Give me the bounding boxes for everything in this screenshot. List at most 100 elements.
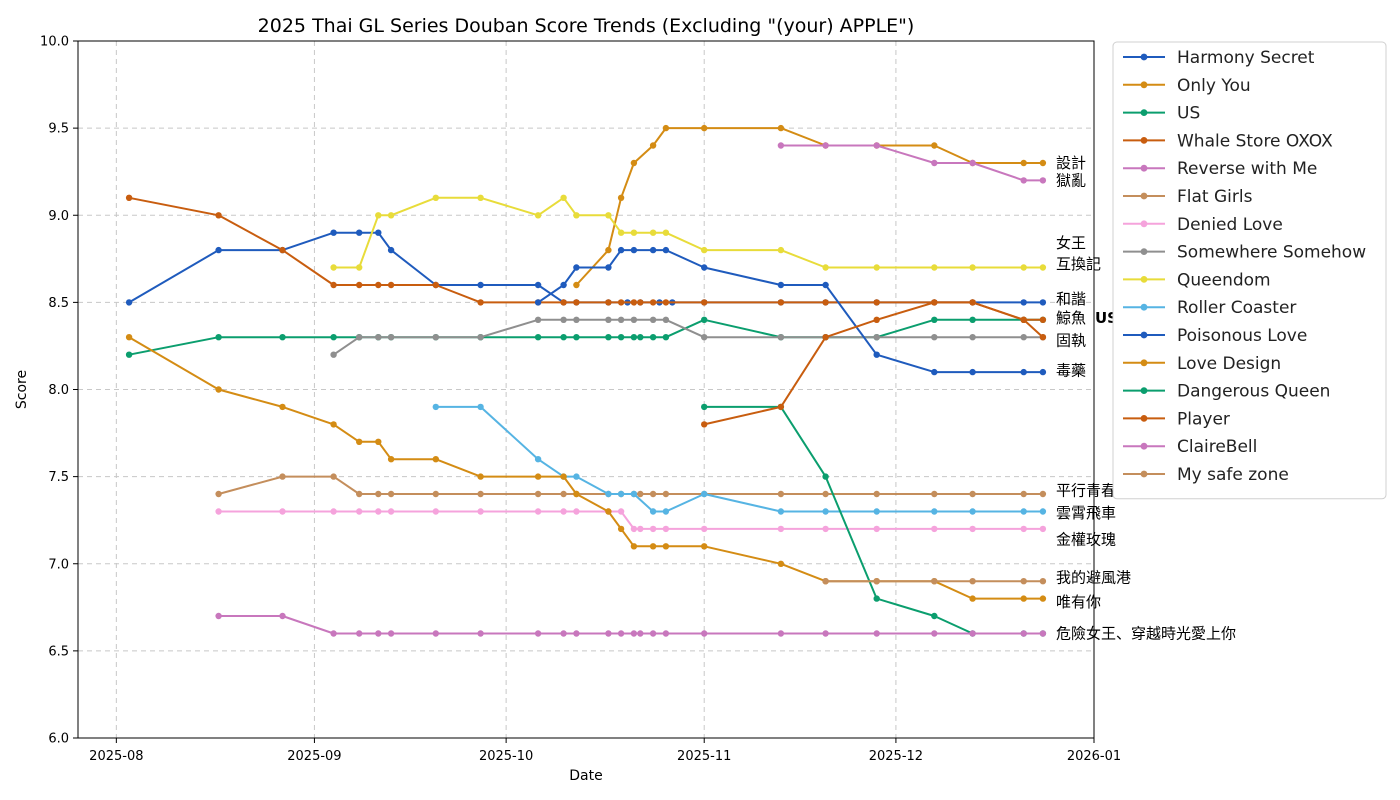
data-point [649,316,657,323]
end-label: 金權玫瑰 [1056,530,1116,548]
data-point [822,490,829,498]
data-point [630,159,638,167]
data-point [560,334,567,341]
data-point [1039,159,1047,167]
data-point [279,246,286,254]
data-point [432,281,439,289]
data-point [1020,264,1027,271]
data-point [605,212,612,219]
legend-item: Somewhere Somehow [1123,243,1366,263]
data-point [637,299,644,306]
end-label: 設計 [1056,154,1086,172]
legend-marker [1140,81,1148,89]
data-point [701,630,708,637]
data-point [375,438,382,445]
data-point [477,630,484,637]
data-point [375,630,382,637]
data-point [573,630,580,637]
legend-item: Denied Love [1123,215,1283,235]
data-point [1020,508,1027,515]
data-point [1039,299,1047,306]
data-point [356,281,363,289]
series-line [435,405,1043,513]
data-point [617,299,625,306]
data-point [432,630,439,637]
series-line [333,318,1043,356]
data-point [931,490,938,498]
data-point [822,281,829,289]
data-point [534,299,542,306]
legend-marker [1140,303,1148,311]
data-point [432,194,439,201]
data-point [356,508,363,515]
data-point [822,299,829,306]
data-point [432,508,439,515]
data-point [630,334,638,341]
series-reverse-with-me [777,142,1047,184]
data-point [432,490,439,498]
data-point [969,334,976,341]
data-point [649,142,657,149]
legend-label: Love Design [1177,354,1281,374]
legend-item: Roller Coaster [1123,298,1296,318]
data-point [617,630,625,637]
data-point [605,630,612,637]
data-point [1020,159,1027,167]
data-point [931,630,938,637]
legend-marker [1140,220,1148,228]
data-point [215,612,222,620]
data-point [605,334,612,341]
data-point [630,543,638,550]
data-point [630,490,638,498]
end-label: 固執 [1056,332,1086,350]
legend-label: Player [1177,409,1230,429]
data-point [662,630,670,637]
y-axis-title: Score [14,370,30,409]
data-point [931,159,938,167]
data-point [605,490,612,498]
data-point [1039,368,1047,376]
y-tick-label: 6.5 [48,644,69,659]
data-point [822,525,829,533]
legend-marker [1140,331,1148,339]
legend-label: Denied Love [1177,215,1283,235]
data-point [637,334,644,341]
legend-label: My safe zone [1177,465,1289,485]
data-point [662,299,670,306]
legend-marker [1140,248,1148,256]
data-point [630,525,638,533]
data-point [356,438,363,445]
data-point [560,490,567,498]
data-point [534,281,542,289]
legend-item: Dangerous Queen [1123,382,1330,402]
data-point [822,142,829,149]
data-point [534,456,542,463]
data-point [1039,490,1047,498]
legend-item: Whale Store OXOX [1123,131,1333,151]
data-point [1020,595,1027,602]
end-label: 互換記 [1056,255,1101,273]
data-point [1020,368,1027,376]
data-point [649,508,657,515]
data-point [534,212,542,219]
data-point [1039,525,1047,533]
data-point [931,525,938,533]
data-point [330,508,337,515]
data-point [215,490,222,498]
data-point [279,473,286,480]
data-point [125,334,133,341]
end-label: 毒藥 [1056,361,1086,379]
series-clairebell [215,612,1047,637]
legend-marker [1140,192,1148,200]
data-point [777,525,785,533]
data-point [630,630,638,637]
data-point [701,490,708,498]
y-tick-label: 6.0 [48,732,69,747]
data-point [701,316,708,323]
data-point [1020,316,1027,323]
legend-label: Dangerous Queen [1177,382,1330,402]
data-point [931,508,938,515]
data-point [560,299,567,306]
data-point [375,212,382,219]
data-point [649,229,657,236]
